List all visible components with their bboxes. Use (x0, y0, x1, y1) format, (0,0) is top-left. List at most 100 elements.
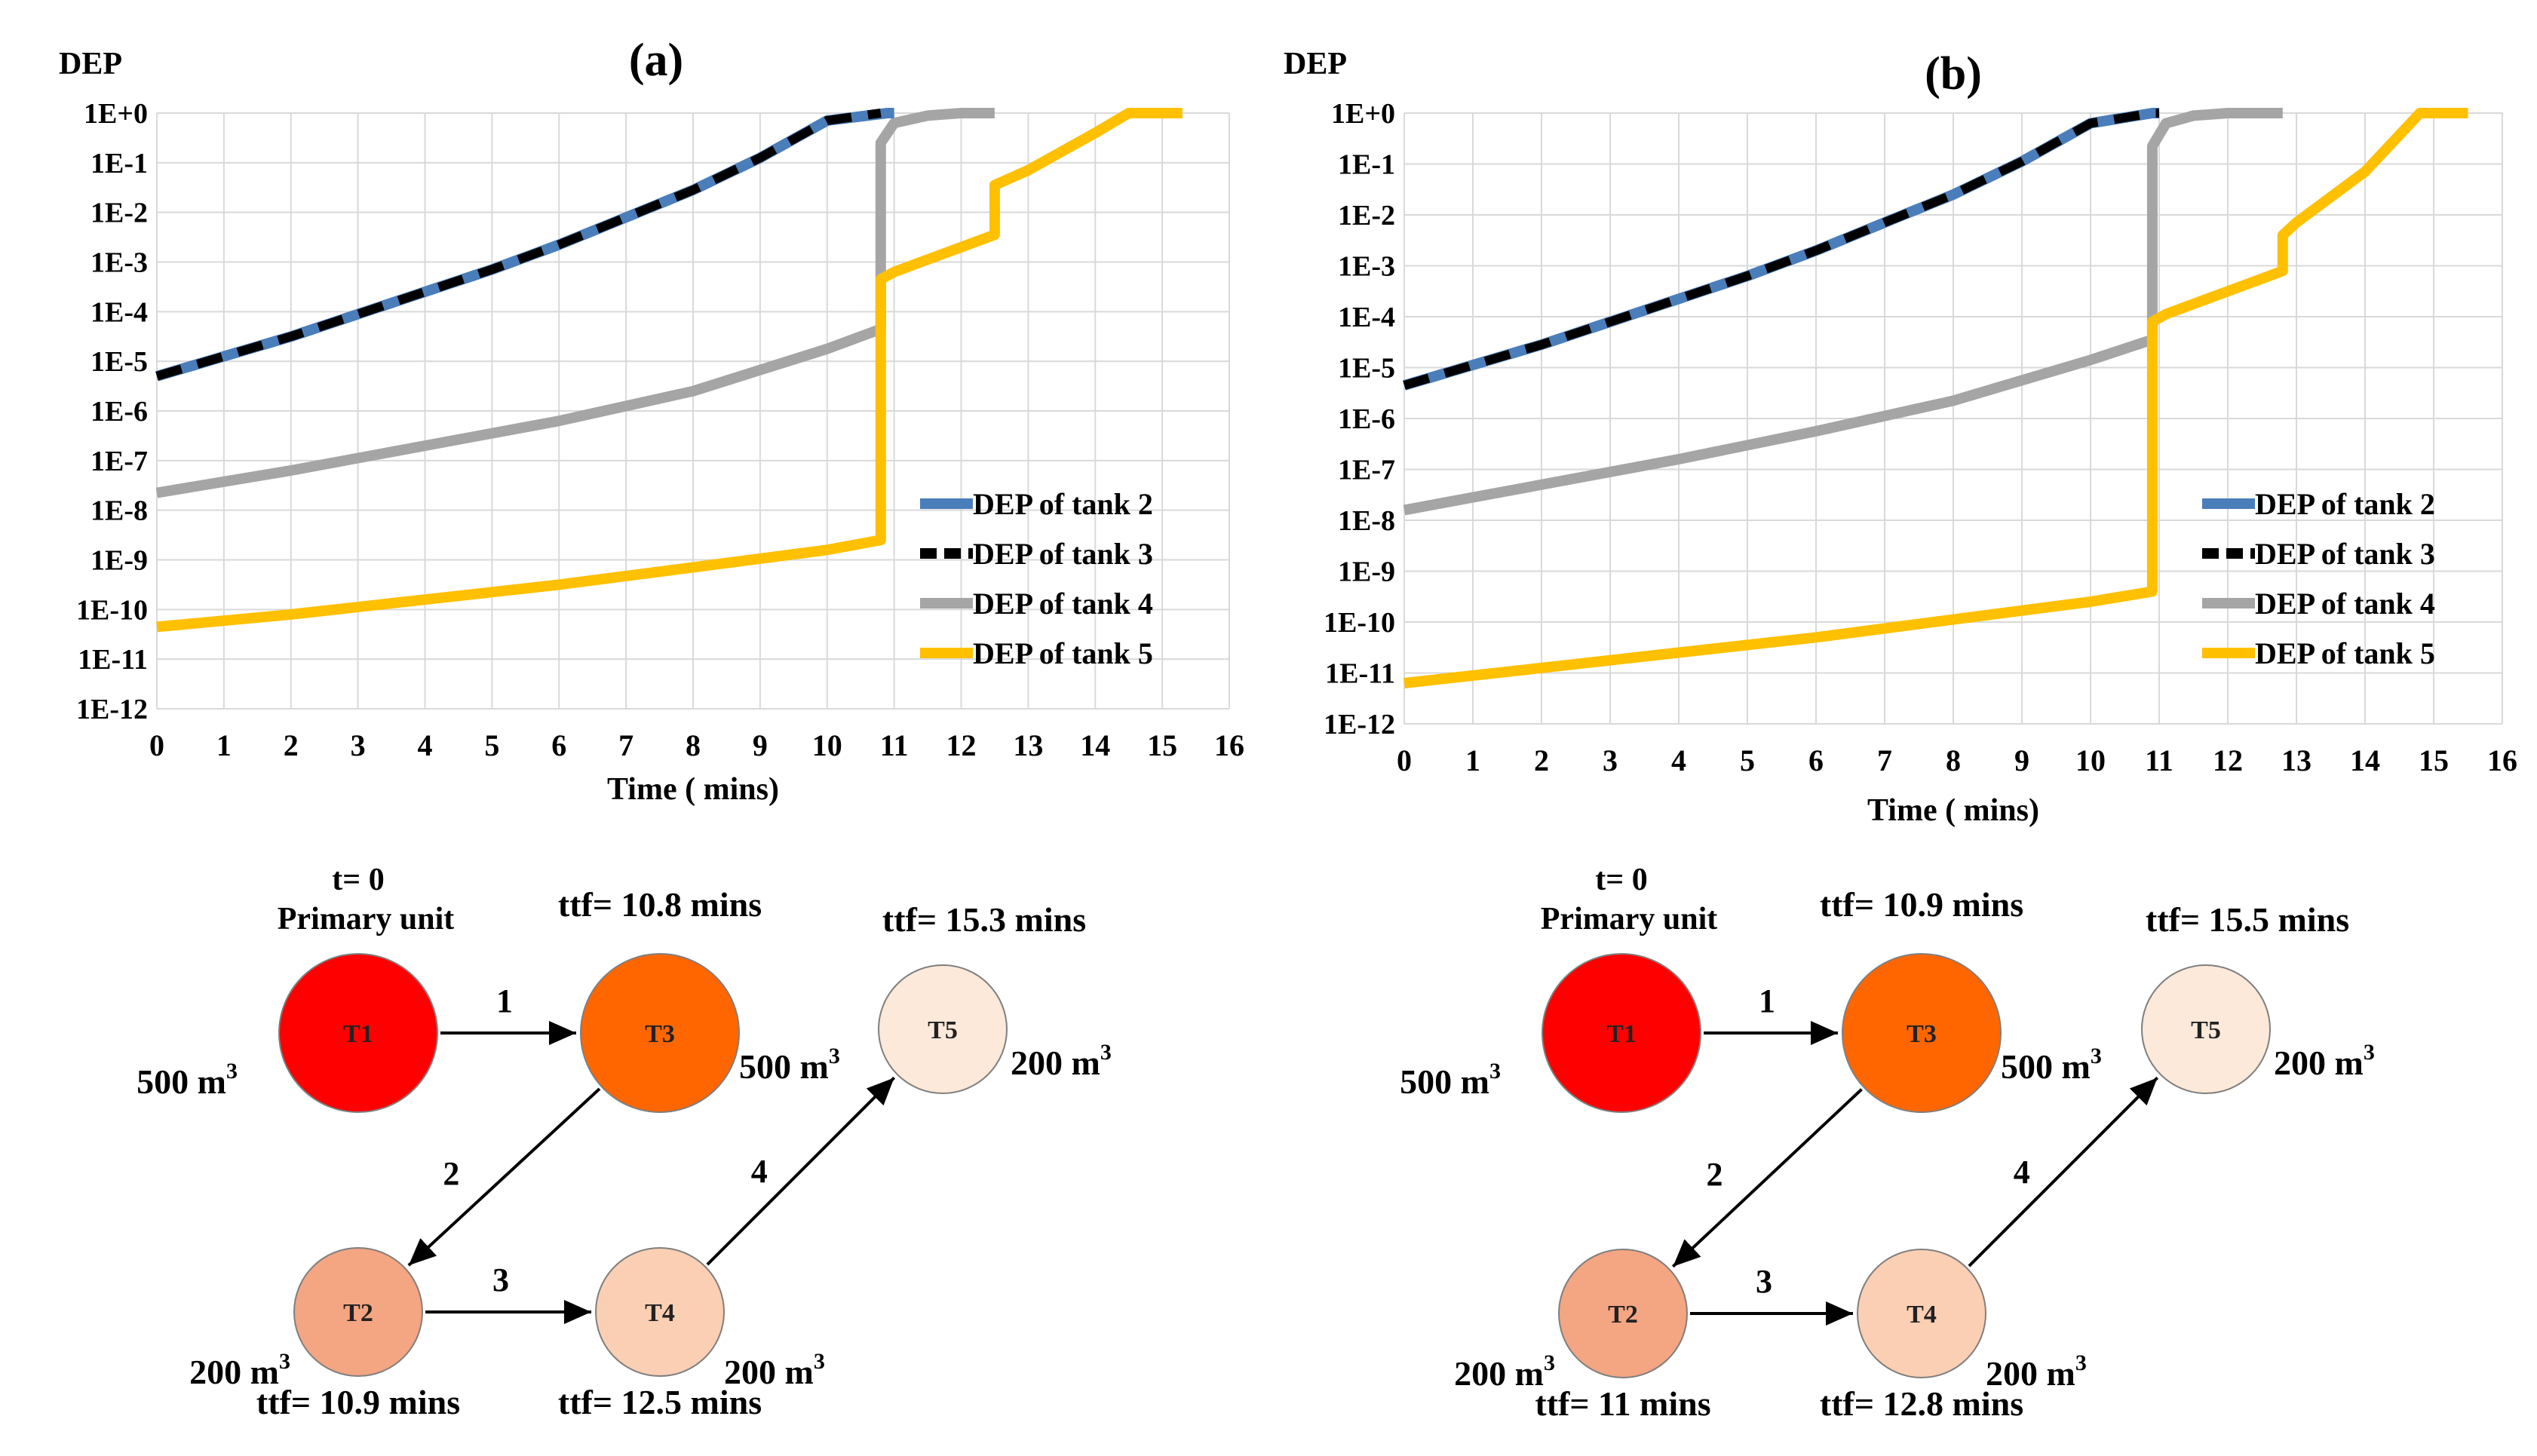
tank-volume: 500 m3 (137, 1059, 238, 1101)
x-tick-label: 5 (1740, 743, 1755, 777)
series-line-tank-4 (155, 108, 995, 498)
tank-volume-value: 500 m (137, 1062, 226, 1101)
y-tick-label: 1E-3 (1338, 251, 1395, 283)
edge-label: 2 (443, 1155, 459, 1192)
x-tick-label: 10 (812, 728, 842, 762)
y-tick-label: 1E-11 (1325, 658, 1395, 690)
tank-volume: 500 m3 (2001, 1044, 2102, 1086)
edge-arrow-4 (1968, 1076, 2159, 1267)
tank-node-t5 (878, 964, 1008, 1094)
x-axis-label: Time ( mins) (607, 772, 779, 807)
edge-label: 3 (492, 1261, 509, 1298)
tank-node-t1 (1542, 953, 1701, 1113)
x-tick-label: 15 (2419, 743, 2449, 777)
y-tick-label: 1E-4 (1338, 302, 1395, 333)
primary-unit-label: Primary unit (278, 902, 454, 936)
x-tick-label: 8 (1946, 743, 1961, 777)
x-tick-label: 16 (1214, 728, 1244, 762)
x-tick-label: 6 (1808, 743, 1824, 777)
tank-ttf: ttf= 10.8 mins (558, 885, 762, 924)
edge-label: 3 (1756, 1263, 1772, 1300)
tank-ttf: ttf= 15.3 mins (882, 900, 1086, 939)
y-tick-label: 1E-5 (90, 346, 148, 378)
x-tick-label: 3 (351, 728, 366, 762)
x-tick-label: 9 (2014, 743, 2029, 777)
x-tick-label: 10 (2075, 743, 2106, 777)
tank-volume-unit-superscript: 3 (1544, 1350, 1555, 1375)
tank-volume-unit-superscript: 3 (2091, 1044, 2102, 1068)
tank-label: T1 (343, 1020, 373, 1048)
x-tick-label: 5 (484, 728, 499, 762)
y-tick-label: 1E-8 (1338, 505, 1395, 537)
tank-volume-unit-superscript: 3 (2364, 1040, 2375, 1065)
x-tick-label: 13 (1013, 728, 1043, 762)
y-tick-label: 1E+0 (84, 98, 148, 130)
y-tick-label: 1E-6 (1338, 403, 1395, 435)
tank-volume-value: 200 m (1986, 1354, 2075, 1393)
y-tick-label: 1E-11 (78, 644, 148, 676)
edge-label: 1 (1759, 982, 1775, 1019)
tank-label: T3 (1907, 1020, 1937, 1048)
tank-node-t5 (2141, 964, 2271, 1094)
tank-ttf: ttf= 12.5 mins (558, 1383, 762, 1421)
panel-label: (a) (629, 35, 683, 86)
x-tick-label: 3 (1603, 743, 1618, 777)
x-tick-label: 14 (2350, 743, 2380, 777)
x-tick-label: 11 (2145, 743, 2173, 777)
tank-label: T5 (928, 1016, 958, 1044)
tank-ttf: ttf= 10.9 mins (1820, 885, 2023, 924)
y-tick-label: 1E-9 (90, 545, 148, 577)
x-tick-label: 12 (2213, 743, 2243, 777)
x-tick-label: 12 (946, 728, 977, 762)
tank-label: T4 (1907, 1301, 1937, 1329)
x-tick-label: 15 (1147, 728, 1177, 762)
legend-label: DEP of tank 2 (2255, 487, 2435, 521)
legend-label: DEP of tank 5 (2255, 636, 2435, 670)
y-tick-label: 1E-12 (1324, 709, 1395, 740)
tank-volume-value: 500 m (2001, 1047, 2091, 1086)
series-line-tank-5 (156, 108, 1183, 633)
legend-label: DEP of tank 5 (973, 636, 1153, 670)
x-axis-label: Time ( mins) (1867, 793, 2039, 828)
y-tick-label: 1E-5 (1338, 353, 1395, 385)
tank-ttf: ttf= 15.5 mins (2146, 900, 2349, 939)
y-axis-label: DEP (1284, 47, 1347, 81)
tank-volume: 200 m3 (189, 1349, 290, 1391)
chart-panel-b: 1E+0 1E-1 1E-2 1E-3 1E-4 1E-5 1E-6 1E-7 1E-8 1E-9… (1284, 47, 2517, 828)
x-tick-label: 8 (686, 728, 701, 762)
panel-label: (b) (1925, 48, 1982, 100)
x-tick-label: 6 (551, 728, 566, 762)
edge-label: 4 (751, 1153, 768, 1190)
edge-arrow-4 (706, 1076, 896, 1266)
tank-volume-value: 200 m (1454, 1354, 1544, 1393)
tank-volume-unit-superscript: 3 (1100, 1040, 1112, 1065)
tank-volume-unit-superscript: 3 (814, 1349, 825, 1374)
x-tick-label: 7 (1877, 743, 1892, 777)
tank-volume-value: 200 m (2274, 1044, 2364, 1082)
y-tick-label: 1E-8 (90, 495, 148, 527)
y-tick-label: 1E-9 (1338, 556, 1395, 588)
tank-volume: 500 m3 (1400, 1059, 1501, 1101)
edge-label: 4 (2014, 1154, 2030, 1191)
x-tick-label: 2 (284, 728, 299, 762)
tank-volume-value: 200 m (1011, 1044, 1100, 1082)
tank-node-t2 (1558, 1249, 1688, 1378)
y-tick-label: 1E-10 (76, 594, 148, 626)
legend-label: DEP of tank 3 (2255, 537, 2435, 571)
tank-label: T5 (2191, 1016, 2221, 1044)
tank-volume-unit-superscript: 3 (279, 1349, 290, 1374)
tank-node-t4 (1857, 1249, 1986, 1378)
x-tick-label: 13 (2281, 743, 2312, 777)
y-tick-label: 1E-3 (90, 247, 148, 279)
series-line-tank-3 (1403, 109, 2159, 390)
tank-ttf: ttf= 12.8 mins (1820, 1384, 2023, 1423)
tank-volume-value: 500 m (1400, 1062, 1489, 1101)
tank-label: T2 (343, 1299, 373, 1327)
y-tick-label: 1E-4 (90, 296, 148, 328)
tank-volume: 200 m3 (2274, 1040, 2375, 1082)
edge-label: 2 (1706, 1156, 1723, 1193)
series-line-tank-4 (1403, 108, 2283, 516)
tank-label: T4 (645, 1299, 675, 1327)
